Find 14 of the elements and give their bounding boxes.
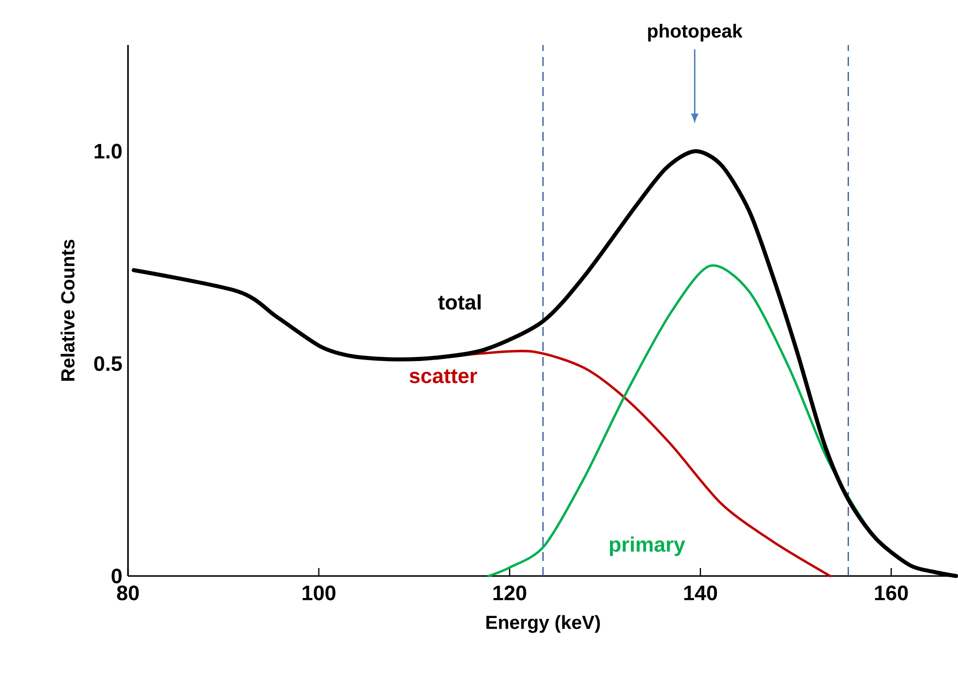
text: primary [610, 536, 686, 556]
x-tick-label: 160 [875, 586, 908, 600]
y-tick-label: 1.0 [94, 144, 122, 159]
x-tick-label: 100 [302, 586, 336, 600]
x-tick-label: 140 [684, 586, 718, 600]
y-tick-label: 0.5 [94, 356, 122, 371]
x-tick-label: 80 [117, 586, 139, 600]
series-label: scatter [410, 369, 478, 384]
series-label: total [438, 294, 481, 310]
text: photopeak [648, 24, 743, 42]
y-axis-title: Relative Counts [60, 240, 75, 381]
y-tick-label: 0 [112, 568, 122, 584]
x-tick-label: 120 [493, 586, 526, 600]
x-axis-title: Energy (keV) [486, 615, 600, 633]
